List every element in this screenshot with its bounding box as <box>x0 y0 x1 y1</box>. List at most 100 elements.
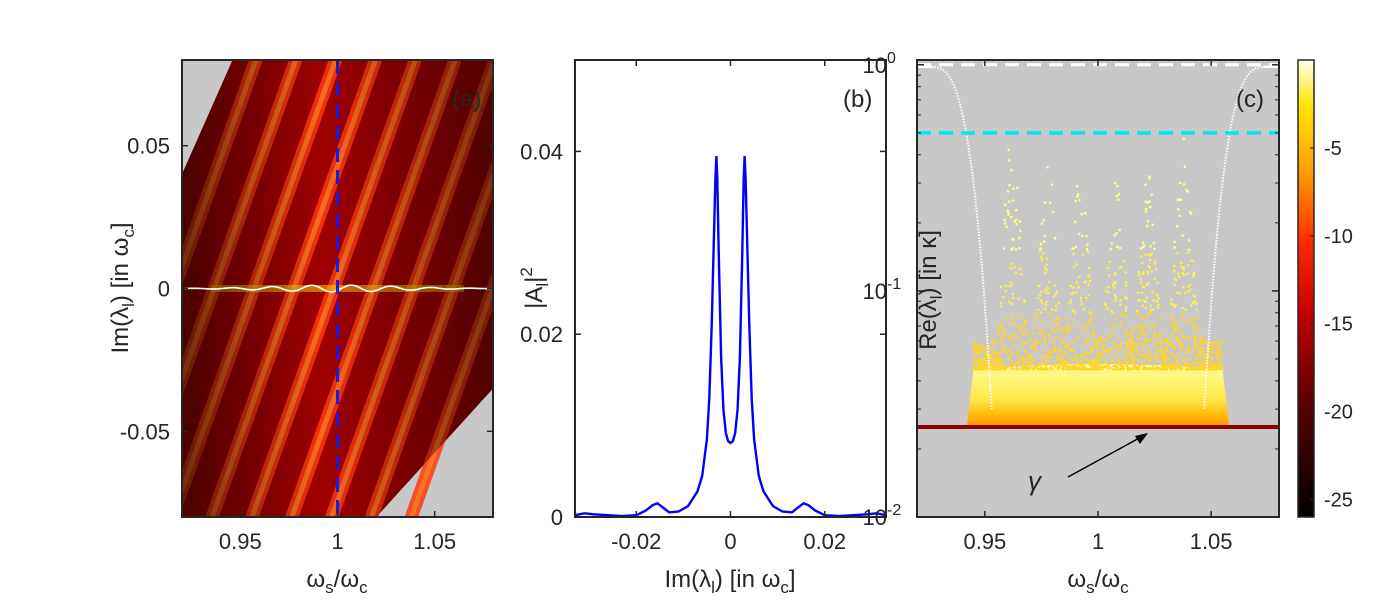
scatter-point <box>1181 318 1184 322</box>
scatter-point <box>1023 320 1027 323</box>
scatter-point <box>1145 367 1148 370</box>
scatter-point <box>1093 359 1097 362</box>
gamma-arrow <box>1067 435 1144 478</box>
scatter-point <box>1146 311 1150 315</box>
scatter-point <box>1124 315 1128 319</box>
scatter-point <box>1203 352 1207 356</box>
scatter-point <box>1071 349 1075 353</box>
scatter-point <box>1145 224 1149 228</box>
scatter-point <box>1165 358 1168 361</box>
scatter-point <box>1152 241 1156 245</box>
scatter-point <box>1007 148 1010 152</box>
scatter-point <box>1142 244 1146 247</box>
scatter-point <box>1144 207 1148 211</box>
scatter-point <box>1037 284 1041 288</box>
scatter-point <box>1047 356 1051 359</box>
panel-a-label: (a) <box>452 86 481 113</box>
scatter-point <box>1054 350 1058 354</box>
scatter-point <box>1184 350 1187 354</box>
scatter-point <box>1198 360 1202 364</box>
scatter-point <box>1189 358 1193 361</box>
scatter-point <box>1040 311 1043 314</box>
scatter-point <box>1154 267 1158 271</box>
scatter-point <box>1050 367 1054 371</box>
scatter-point <box>1141 304 1144 307</box>
scatter-point <box>1102 353 1106 357</box>
scatter-point <box>1174 325 1178 328</box>
scatter-point <box>1158 367 1161 370</box>
scatter-point <box>1135 309 1139 313</box>
scatter-point <box>1172 353 1176 356</box>
scatter-point <box>1071 247 1074 250</box>
x-tick-label: 1.05 <box>1190 529 1233 554</box>
scatter-point <box>1013 322 1016 326</box>
scatter-point <box>1084 280 1087 284</box>
scatter-point <box>1159 349 1162 353</box>
scatter-point <box>1102 338 1106 342</box>
scatter-point <box>1139 281 1143 284</box>
scatter-point <box>1001 322 1005 326</box>
scatter-point <box>1052 349 1056 353</box>
scatter-point <box>1076 358 1080 362</box>
scatter-point <box>1104 360 1108 364</box>
scatter-point <box>1152 344 1156 348</box>
scatter-point <box>1181 271 1185 275</box>
scatter-point <box>1129 338 1133 341</box>
scatter-point <box>1177 327 1180 331</box>
scatter-point <box>1065 325 1069 329</box>
scatter-point <box>1150 338 1153 342</box>
scatter-point <box>1221 340 1224 343</box>
scatter-point <box>1007 336 1011 340</box>
scatter-point <box>1039 247 1042 250</box>
scatter-point <box>1008 339 1012 343</box>
scatter-point <box>1180 265 1183 269</box>
scatter-point <box>1021 363 1025 367</box>
scatter-point <box>1149 328 1152 332</box>
scatter-point <box>1090 348 1093 352</box>
scatter-point <box>1153 262 1157 265</box>
scatter-point <box>1182 285 1185 289</box>
scatter-point <box>1062 365 1065 369</box>
panel-a-xlabel: ωs/ωc <box>306 566 368 597</box>
scatter-point <box>1145 315 1149 319</box>
scatter-point <box>1163 367 1167 371</box>
scatter-point <box>1086 243 1089 246</box>
panel-b-ticks: -0.02 0 0.02 0 0.02 0.04 <box>520 60 886 554</box>
panel-b-ylabel: |Al|2 <box>517 267 552 309</box>
scatter-point <box>977 353 981 357</box>
scatter-point <box>1174 361 1177 365</box>
scatter-point <box>1124 271 1127 274</box>
scatter-point <box>1144 210 1148 213</box>
scatter-point <box>1174 278 1178 282</box>
scatter-point <box>1095 356 1099 360</box>
scatter-point <box>1188 320 1191 323</box>
scatter-point <box>1019 229 1022 232</box>
scatter-point <box>1140 322 1143 326</box>
scatter-point <box>1141 261 1144 265</box>
scatter-point <box>1093 366 1096 370</box>
scatter-point <box>1028 356 1032 360</box>
scatter-point <box>1066 367 1069 371</box>
scatter-point <box>1002 295 1005 299</box>
scatter-point <box>1165 338 1169 341</box>
scatter-point <box>1053 329 1056 333</box>
xlabel-sub-c: c <box>780 578 789 597</box>
scatter-point <box>1186 272 1189 276</box>
scatter-point <box>992 351 995 355</box>
scatter-point <box>1191 350 1195 353</box>
scatter-point <box>1048 312 1052 316</box>
scatter-point <box>1011 332 1015 336</box>
scatter-point <box>1101 365 1104 369</box>
scatter-point <box>1017 360 1021 364</box>
scatter-point <box>1151 290 1154 294</box>
scatter-point <box>1065 344 1069 347</box>
scatter-point <box>1003 346 1006 349</box>
scatter-point <box>1181 306 1184 310</box>
scatter-point <box>1163 351 1166 355</box>
scatter-point <box>1192 271 1196 274</box>
scatter-point <box>1119 325 1122 328</box>
colorbar-tick-label: -20 <box>1324 402 1353 424</box>
scatter-point <box>1003 336 1006 339</box>
scatter-point <box>1092 339 1095 342</box>
